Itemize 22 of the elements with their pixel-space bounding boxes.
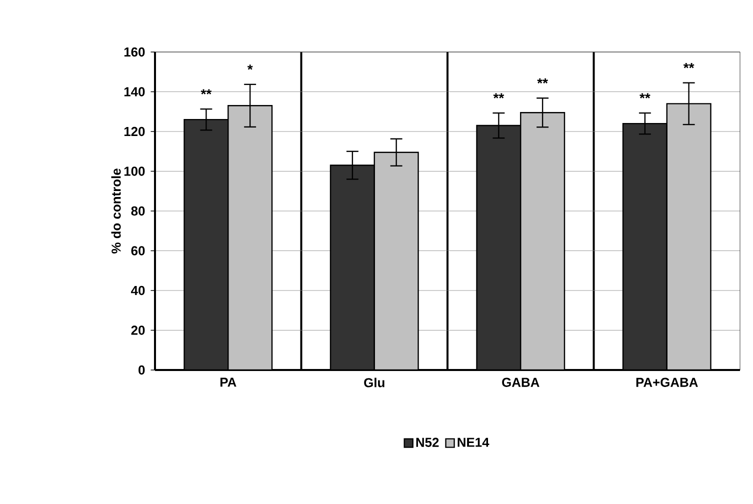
legend-label: NE14	[458, 438, 490, 447]
x-tick-label: GABA	[502, 378, 540, 387]
y-tick-label: 100	[124, 166, 145, 176]
legend-label: N52	[416, 438, 439, 447]
y-tick-label: 20	[131, 326, 145, 335]
y-tick-label: 0	[138, 365, 145, 375]
y-axis-title: % do controle	[111, 168, 121, 254]
y-tick-label: 120	[124, 126, 145, 136]
annotation: **	[640, 93, 650, 98]
y-tick-label: 140	[124, 87, 145, 96]
annotation: **	[537, 78, 548, 84]
annotation: **	[683, 63, 694, 68]
annotation: **	[200, 89, 212, 94]
annotation: **	[493, 93, 504, 98]
y-tick-label: 40	[131, 286, 145, 296]
y-tick-label: 160	[124, 47, 145, 57]
annotation: *	[247, 64, 253, 70]
x-tick-label: PA+GABA	[636, 378, 698, 387]
x-tick-label: PA	[220, 378, 236, 387]
y-tick-label: 80	[131, 206, 145, 216]
y-tick-label: 60	[131, 246, 145, 256]
x-tick-label: Glu	[364, 378, 384, 388]
